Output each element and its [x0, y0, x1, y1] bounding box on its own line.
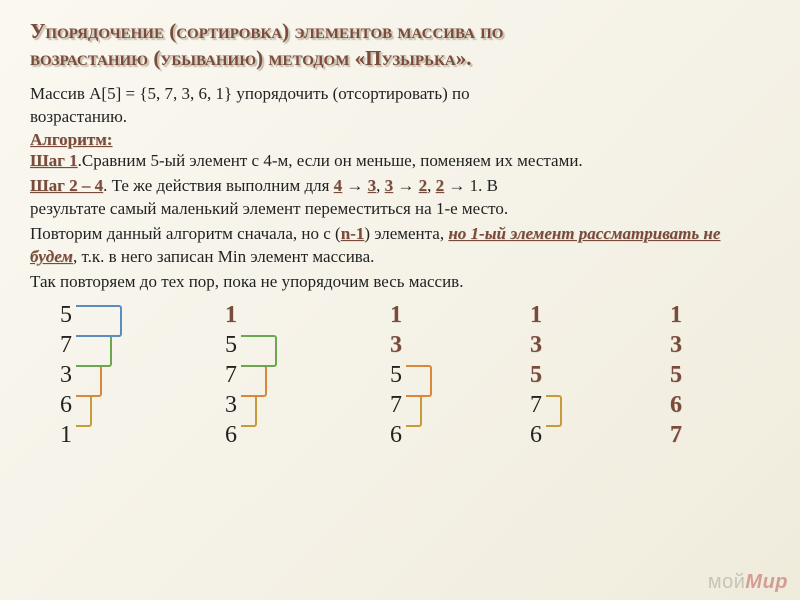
step-2-4: Шаг 2 – 4. Те же действия выполним для 4…: [30, 175, 770, 221]
viz-cell: 3: [390, 330, 402, 360]
para2-b: ) элемента,: [364, 224, 448, 243]
watermark: мойМир: [708, 571, 788, 594]
swap-bracket: [76, 365, 102, 397]
swap-bracket: [76, 305, 122, 337]
step1-text: .Сравним 5-ый элемент с 4-м, если он мен…: [78, 151, 583, 170]
sort-visualization: 5736115736135761357613567: [30, 300, 770, 460]
viz-cell: 6: [670, 390, 682, 420]
viz-cell: 7: [530, 390, 542, 420]
seq-6: 2: [419, 176, 428, 195]
watermark-b: Мир: [745, 571, 788, 593]
para-2: Повторим данный алгоритм сначала, но с (…: [30, 223, 770, 269]
n1: n-1: [341, 224, 365, 243]
intro-b: возрастанию.: [30, 107, 127, 126]
para2-a: Повторим данный алгоритм сначала, но с (: [30, 224, 341, 243]
viz-cell: 1: [670, 300, 682, 330]
step24-b: результате самый маленький элемент перем…: [30, 199, 508, 218]
viz-cell: 3: [60, 360, 72, 390]
viz-cell: 1: [390, 300, 402, 330]
seq-7: ,: [427, 176, 436, 195]
title-line-2: возрастанию (убыванию) методом «Пузырька…: [30, 46, 471, 70]
swap-bracket: [546, 395, 562, 427]
viz-cell: 1: [60, 420, 72, 450]
seq-8: 2: [436, 176, 445, 195]
viz-cell: 5: [670, 360, 682, 390]
seq-0: 4: [334, 176, 343, 195]
viz-cell: 1: [225, 300, 237, 330]
viz-cell: 5: [390, 360, 402, 390]
viz-cell: 5: [530, 360, 542, 390]
algorithm-label: Алгоритм:: [30, 130, 770, 150]
step24-label: Шаг 2 – 4: [30, 176, 103, 195]
viz-cell: 5: [225, 330, 237, 360]
viz-cell: 7: [225, 360, 237, 390]
intro-text: Массив A[5] = {5, 7, 3, 6, 1} упорядочит…: [30, 83, 770, 129]
step1-label: Шаг 1: [30, 151, 78, 170]
step24-a: . Те же действия выполним для: [103, 176, 334, 195]
seq-1: →: [342, 176, 368, 195]
seq-9: → 1. В: [444, 176, 498, 195]
swap-bracket: [241, 335, 277, 367]
viz-cell: 6: [225, 420, 237, 450]
viz-column: 13576: [530, 300, 542, 450]
para2-c: , т.к. в него записан Min элемент массив…: [73, 247, 374, 266]
seq-3: ,: [376, 176, 385, 195]
swap-bracket: [406, 395, 422, 427]
watermark-a: мой: [708, 571, 746, 593]
para-3: Так повторяем до тех пор, пока не упоряд…: [30, 271, 770, 294]
viz-column: 57361: [60, 300, 72, 450]
intro-a: Массив A[5] = {5, 7, 3, 6, 1} упорядочит…: [30, 84, 470, 103]
viz-cell: 6: [60, 390, 72, 420]
viz-cell: 3: [530, 330, 542, 360]
viz-cell: 6: [530, 420, 542, 450]
viz-column: 13576: [390, 300, 402, 450]
step-1: Шаг 1.Сравним 5-ый элемент с 4-м, если о…: [30, 150, 770, 173]
seq-2: 3: [368, 176, 377, 195]
viz-cell: 1: [530, 300, 542, 330]
viz-cell: 3: [225, 390, 237, 420]
title-line-1: Упорядочение (сортировка) элементов масс…: [30, 19, 503, 43]
viz-cell: 7: [60, 330, 72, 360]
viz-cell: 7: [670, 420, 682, 450]
swap-bracket: [241, 395, 257, 427]
viz-column: 13567: [670, 300, 682, 450]
swap-bracket: [406, 365, 432, 397]
viz-cell: 3: [670, 330, 682, 360]
seq-4: 3: [385, 176, 394, 195]
swap-bracket: [76, 335, 112, 367]
seq-5: →: [393, 176, 419, 195]
viz-column: 15736: [225, 300, 237, 450]
swap-bracket: [76, 395, 92, 427]
slide-title: Упорядочение (сортировка) элементов масс…: [30, 18, 770, 73]
viz-cell: 5: [60, 300, 72, 330]
viz-cell: 7: [390, 390, 402, 420]
viz-cell: 6: [390, 420, 402, 450]
swap-bracket: [241, 365, 267, 397]
